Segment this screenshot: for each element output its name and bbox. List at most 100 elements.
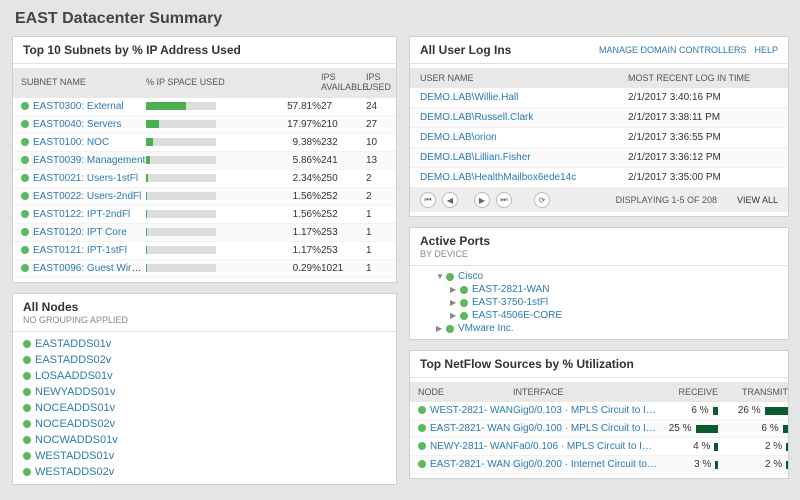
panel-subnets: Top 10 Subnets by % IP Address Used SUBN… — [12, 36, 397, 283]
tree-device[interactable]: ▶EAST-2821-WAN — [422, 283, 776, 296]
subnet-row: EAST0022: Users-2ndFl1.56%2522 — [13, 188, 396, 206]
subnet-row: EAST0096: Guest Wireless0.29%10211 — [13, 260, 396, 278]
col-receive: RECEIVE — [658, 387, 718, 397]
ips-available: 27 — [321, 101, 366, 112]
usage-bar — [146, 138, 276, 146]
login-user-link[interactable]: DEMO.LAB\Lillian.Fisher — [420, 152, 628, 163]
caret-right-icon: ▶ — [450, 311, 460, 320]
manage-domain-controllers-link[interactable]: MANAGE DOMAIN CONTROLLERS — [599, 45, 747, 55]
node-item[interactable]: NEWYADDS01v — [23, 384, 386, 400]
login-user-link[interactable]: DEMO.LAB\orion — [420, 132, 628, 143]
status-dot-icon — [21, 192, 29, 200]
subnet-link[interactable]: EAST0100: NOC — [33, 137, 109, 148]
logins-header-row: USER NAME MOST RECENT LOG IN TIME — [410, 68, 788, 88]
help-link[interactable]: HELP — [754, 45, 778, 55]
status-dot-icon — [21, 102, 29, 110]
netflow-node-link[interactable]: NEWY-2811- WAN — [430, 441, 513, 452]
node-link: LOSAADDS01v — [35, 370, 113, 382]
receive-cell: 4 % — [658, 441, 718, 452]
node-link: EASTADDS02v — [35, 354, 111, 366]
device-link: EAST-2821-WAN — [472, 284, 549, 295]
ips-available: 252 — [321, 191, 366, 202]
dashboard-columns: Top 10 Subnets by % IP Address Used SUBN… — [0, 36, 800, 485]
login-time: 2/1/2017 3:36:55 PM — [628, 132, 778, 143]
login-row: DEMO.LAB\HealthMailbox6ede14c2/1/2017 3:… — [410, 168, 788, 188]
netflow-node-link[interactable]: EAST-2821- WAN — [430, 423, 510, 434]
ips-used: 13 — [366, 155, 398, 166]
panel-title: Top 10 Subnets by % IP Address Used — [23, 43, 241, 57]
node-item[interactable]: EASTADDS02v — [23, 352, 386, 368]
transmit-cell: 2 % — [718, 459, 788, 470]
pct-value: 0.29% — [276, 263, 321, 274]
status-dot-icon — [21, 120, 29, 128]
pager-next-icon[interactable]: ▶ — [474, 192, 490, 208]
node-item[interactable]: EASTADDS01v — [23, 336, 386, 352]
status-dot-icon — [21, 138, 29, 146]
receive-cell: 6 % — [658, 405, 718, 416]
tree-vendor[interactable]: ▶ VMware Inc. — [422, 322, 776, 335]
usage-bar — [146, 102, 276, 110]
usage-bar — [146, 120, 276, 128]
login-user-link[interactable]: DEMO.LAB\HealthMailbox6ede14c — [420, 172, 628, 183]
panel-head-ports: Active Ports BY DEVICE — [410, 228, 788, 266]
receive-cell: 25 % — [658, 423, 718, 434]
ips-used: 1 — [366, 263, 398, 274]
node-item[interactable]: NOCEADDS01v — [23, 400, 386, 416]
subnet-row: EAST0021: Users-1stFl2.34%2502 — [13, 170, 396, 188]
subnet-link[interactable]: EAST0040: Servers — [33, 119, 121, 130]
pager-prev-icon[interactable]: ◀ — [442, 192, 458, 208]
netflow-iface-link[interactable]: Gig0/0.100 · MPLS Circuit to ISP1 — [513, 423, 658, 434]
ips-used: 1 — [366, 227, 398, 238]
netflow-header-row: NODE INTERFACE RECEIVE TRANSMIT — [410, 382, 788, 402]
subnet-link[interactable]: EAST0022: Users-2ndFl — [33, 191, 141, 202]
node-item[interactable]: NOCEADDS02v — [23, 416, 386, 432]
node-item[interactable]: WESTADDS01v — [23, 448, 386, 464]
status-dot-icon — [460, 299, 468, 307]
netflow-node-link[interactable]: EAST-2821- WAN — [430, 459, 510, 470]
node-item[interactable]: NOCWADDS01v — [23, 432, 386, 448]
ips-used: 24 — [366, 101, 398, 112]
subnet-row: EAST0040: Servers17.97%21027 — [13, 116, 396, 134]
usage-bar — [146, 264, 276, 272]
netflow-iface-link[interactable]: Fa0/0.106 · MPLS Circuit to ISP6 — [513, 441, 658, 452]
subnet-link[interactable]: EAST0021: Users-1stFl — [33, 173, 138, 184]
status-dot-icon — [446, 325, 454, 333]
view-all-link[interactable]: VIEW ALL — [737, 195, 778, 205]
pager-last-icon[interactable]: ⏭ — [496, 192, 512, 208]
panel-head-logins: All User Log Ins MANAGE DOMAIN CONTROLLE… — [410, 37, 788, 64]
refresh-icon[interactable]: ⟳ — [534, 192, 550, 208]
subnet-link[interactable]: EAST0039: Management — [33, 155, 145, 166]
netflow-iface-link[interactable]: Gig0/0.200 · Internet Circuit to ISP1 — [513, 459, 658, 470]
login-user-link[interactable]: DEMO.LAB\Russell.Clark — [420, 112, 628, 123]
subnet-link[interactable]: EAST0121: IPT-1stFl — [33, 245, 127, 256]
subnet-link[interactable]: EAST0096: Guest Wireless — [33, 263, 146, 274]
transmit-cell: 2 % — [718, 441, 788, 452]
status-dot-icon — [21, 174, 29, 182]
tree-device[interactable]: ▶ EAST-4506E-CORE — [422, 309, 776, 322]
status-dot-icon — [23, 372, 31, 380]
status-dot-icon — [21, 264, 29, 272]
pct-value: 17.97% — [276, 119, 321, 130]
login-user-link[interactable]: DEMO.LAB\Willie.Hall — [420, 92, 628, 103]
login-row: DEMO.LAB\orion2/1/2017 3:36:55 PM — [410, 128, 788, 148]
ips-available: 253 — [321, 227, 366, 238]
netflow-iface-link[interactable]: Gig0/0.103 · MPLS Circuit to ISP3 — [513, 405, 658, 416]
node-item[interactable]: LOSAADDS01v — [23, 368, 386, 384]
status-dot-icon — [446, 273, 454, 281]
subnet-link[interactable]: EAST0120: IPT Core — [33, 227, 127, 238]
logins-footer: ⏮ ◀ ▶ ⏭ ⟳ DISPLAYING 1-5 OF 208 VIEW ALL — [410, 188, 788, 212]
pager-first-icon[interactable]: ⏮ — [420, 192, 436, 208]
subnet-link[interactable]: EAST0300: External — [33, 101, 124, 112]
subnet-link[interactable]: EAST0122: IPT-2ndFl — [33, 209, 130, 220]
receive-cell: 3 % — [658, 459, 718, 470]
tree-device[interactable]: ▶EAST-3750-1stFl — [422, 296, 776, 309]
status-dot-icon — [23, 356, 31, 364]
subnet-row: EAST0120: IPT Core1.17%2531 — [13, 224, 396, 242]
col-ip-space: % IP SPACE USED — [146, 78, 276, 88]
tree-vendor[interactable]: ▼ Cisco — [422, 270, 776, 283]
caret-down-icon: ▼ — [436, 272, 446, 281]
panel-head-netflow: Top NetFlow Sources by % Utilization — [410, 351, 788, 378]
device-link: EAST-4506E-CORE — [472, 310, 562, 321]
node-item[interactable]: WESTADDS02v — [23, 464, 386, 480]
netflow-node-link[interactable]: WEST-2821- WAN — [430, 405, 513, 416]
